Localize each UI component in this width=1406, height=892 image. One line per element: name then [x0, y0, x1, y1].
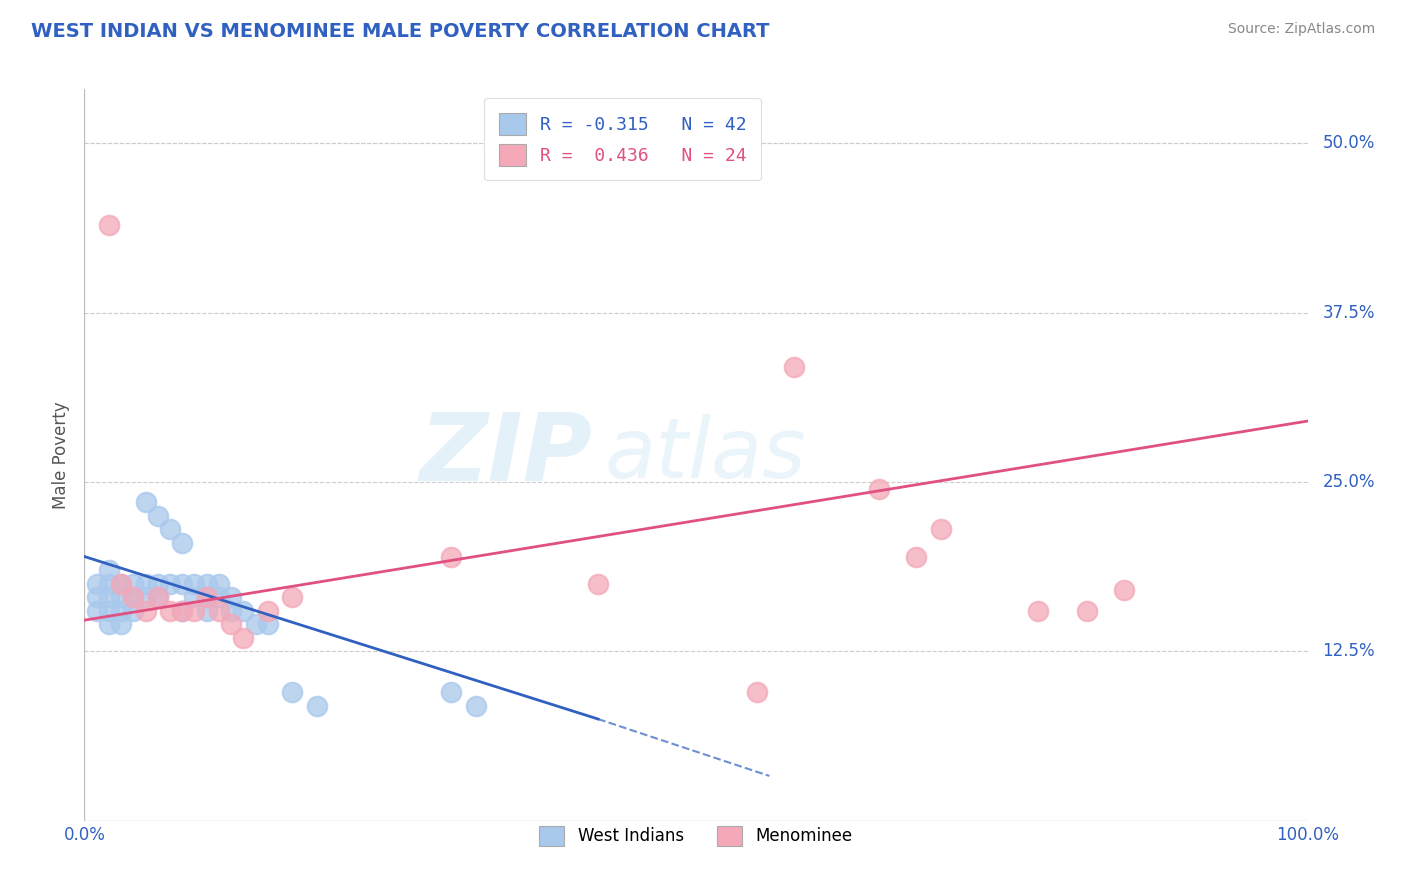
- Point: [172, 536, 194, 550]
- Point: [219, 604, 242, 618]
- Text: 50.0%: 50.0%: [1322, 135, 1375, 153]
- Point: [219, 617, 242, 632]
- Point: [86, 576, 108, 591]
- Point: [172, 604, 194, 618]
- Point: [281, 685, 304, 699]
- Text: Source: ZipAtlas.com: Source: ZipAtlas.com: [1227, 22, 1375, 37]
- Point: [929, 523, 952, 537]
- Point: [172, 604, 194, 618]
- Point: [146, 508, 169, 523]
- Point: [97, 604, 120, 618]
- Point: [110, 590, 132, 604]
- Point: [122, 604, 145, 618]
- Point: [440, 549, 463, 564]
- Point: [172, 576, 194, 591]
- Point: [97, 563, 120, 577]
- Text: ZIP: ZIP: [419, 409, 592, 501]
- Point: [440, 685, 463, 699]
- Point: [195, 576, 218, 591]
- Point: [122, 590, 145, 604]
- Point: [305, 698, 328, 713]
- Point: [97, 590, 120, 604]
- Text: 12.5%: 12.5%: [1322, 642, 1375, 660]
- Point: [257, 617, 280, 632]
- Point: [135, 604, 157, 618]
- Point: [135, 495, 157, 509]
- Text: 37.5%: 37.5%: [1322, 303, 1375, 322]
- Point: [110, 576, 132, 591]
- Point: [905, 549, 928, 564]
- Legend: West Indians, Menominee: West Indians, Menominee: [533, 819, 859, 853]
- Point: [183, 576, 205, 591]
- Point: [195, 590, 218, 604]
- Y-axis label: Male Poverty: Male Poverty: [52, 401, 70, 508]
- Point: [464, 698, 486, 713]
- Point: [219, 590, 242, 604]
- Point: [110, 576, 132, 591]
- Point: [747, 685, 769, 699]
- Point: [146, 590, 169, 604]
- Point: [159, 604, 181, 618]
- Point: [195, 604, 218, 618]
- Text: 25.0%: 25.0%: [1322, 473, 1375, 491]
- Point: [195, 590, 218, 604]
- Point: [146, 590, 169, 604]
- Point: [97, 218, 120, 232]
- Point: [1028, 604, 1050, 618]
- Point: [122, 590, 145, 604]
- Point: [232, 631, 254, 645]
- Point: [110, 604, 132, 618]
- Text: atlas: atlas: [605, 415, 806, 495]
- Point: [146, 576, 169, 591]
- Point: [257, 604, 280, 618]
- Text: WEST INDIAN VS MENOMINEE MALE POVERTY CORRELATION CHART: WEST INDIAN VS MENOMINEE MALE POVERTY CO…: [31, 22, 769, 41]
- Point: [1076, 604, 1098, 618]
- Point: [208, 604, 231, 618]
- Point: [1114, 583, 1136, 598]
- Point: [208, 590, 231, 604]
- Point: [232, 604, 254, 618]
- Point: [208, 576, 231, 591]
- Point: [135, 576, 157, 591]
- Point: [183, 590, 205, 604]
- Point: [159, 523, 181, 537]
- Point: [97, 576, 120, 591]
- Point: [586, 576, 609, 591]
- Point: [122, 576, 145, 591]
- Point: [783, 359, 806, 374]
- Point: [86, 604, 108, 618]
- Point: [110, 617, 132, 632]
- Point: [245, 617, 267, 632]
- Point: [86, 590, 108, 604]
- Point: [97, 617, 120, 632]
- Point: [135, 590, 157, 604]
- Point: [159, 576, 181, 591]
- Point: [183, 604, 205, 618]
- Point: [869, 482, 891, 496]
- Point: [281, 590, 304, 604]
